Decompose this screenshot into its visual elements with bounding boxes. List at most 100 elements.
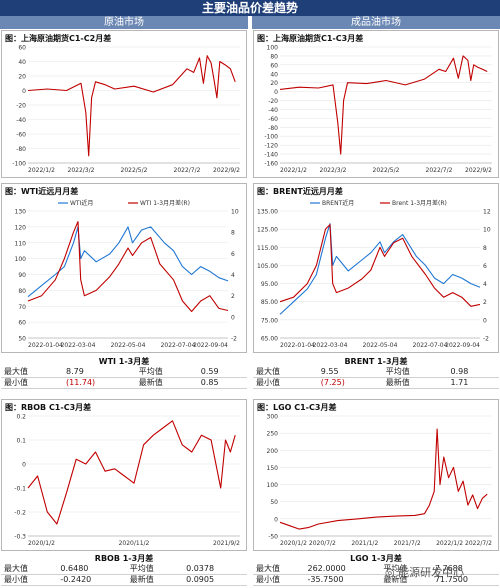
x-tick-label: 2022/7/2 xyxy=(465,540,492,547)
y-tick-label: -20 xyxy=(268,98,278,105)
chart-title: 图：BRENT近远月月差 xyxy=(257,187,343,196)
y2-tick-label: 10 xyxy=(231,209,239,216)
stats-block-wti: WTI 1-3月差 最大值 8.79 平均值 0.59 最小值 (11.74) … xyxy=(1,356,247,389)
x-tick-label: 2022/7/2 xyxy=(174,167,201,174)
y-tick-label: -40 xyxy=(268,107,278,114)
y-tick-label: -80 xyxy=(16,146,26,153)
page-title: 主要油品价差趋势 xyxy=(0,0,500,16)
y2-tick-label: 6 xyxy=(231,251,235,258)
latest-value: 71.7500 xyxy=(434,575,468,584)
y-tick-label: -120 xyxy=(264,143,278,150)
y2-tick-label: 10 xyxy=(483,227,491,234)
y2-tick-label: 8 xyxy=(483,245,487,252)
avg-label: 平均值 xyxy=(138,367,163,376)
min-value: (11.74) xyxy=(66,378,96,387)
x-tick-label: 2022/7/2 xyxy=(426,167,453,174)
x-tick-label: 2022/1/2 xyxy=(436,540,463,547)
chart-title: 图：WTI近远月月差 xyxy=(5,187,79,196)
legend-label: WTI近月 xyxy=(70,199,93,207)
y-tick-label: 0 xyxy=(22,462,26,469)
y-tick-label: 60 xyxy=(18,45,26,52)
chart-panel-lgo: 图：LGO C1-C3月差 300 250 200 150 100 50 0 -50 2020/… xyxy=(253,399,499,551)
max-value: 262.0000 xyxy=(307,564,346,573)
y-tick-label: 120 xyxy=(15,224,27,231)
stats-block-brent: BRENT 1-3月差 最大值 9.55 平均值 0.98 最小值 (7.25)… xyxy=(253,356,499,389)
latest-label: 最新值 xyxy=(383,575,408,584)
y-tick-label: 50 xyxy=(18,336,26,343)
chart-panel-sc-c1c2: 图：上海原油期货C1-C2月差 60 40 20 0 -20 -40 -60 -80 -100 2… xyxy=(1,30,247,178)
series-line xyxy=(279,428,488,530)
chart-panel-brent: 图：BRENT近远月月差 135.00 125.00 115.00 105.00 95.… xyxy=(253,183,499,353)
x-tick-label: 2022-05-04 xyxy=(111,342,146,349)
stats-title: BRENT 1-3月差 xyxy=(344,357,408,366)
y2-tick-label: 4 xyxy=(483,281,487,288)
max-label: 最大值 xyxy=(256,564,280,573)
y-tick-label: 100 xyxy=(267,45,279,52)
stats-title: RBOB 1-3月差 xyxy=(94,554,154,563)
x-tick-label: 2022/1/2 xyxy=(28,167,55,174)
y-tick-label: 70 xyxy=(18,304,26,311)
avg-label: 平均值 xyxy=(385,367,410,376)
y-tick-label: 125.00 xyxy=(257,227,278,234)
y-tick-label: -100 xyxy=(264,134,278,141)
max-label: 最大值 xyxy=(4,564,28,573)
chart-svg: 135.00 125.00 115.00 105.00 95.00 85.00 75.00 6… xyxy=(257,199,491,349)
x-tick-label: 2020/7/2 xyxy=(309,540,336,547)
min-label: 最小值 xyxy=(4,575,28,584)
y-tick-label: 105.00 xyxy=(257,263,278,270)
x-tick-label: 2022-01-04 xyxy=(28,342,63,349)
series-line xyxy=(27,221,229,313)
x-tick-label: 2021/7/2 xyxy=(394,540,421,547)
x-tick-label: 2022/5/2 xyxy=(121,167,148,174)
y-tick-label: -40 xyxy=(16,117,26,124)
y2-tick-label: -2 xyxy=(231,336,237,343)
legend-label: Brent 1-3月月差(R) xyxy=(392,199,447,207)
x-tick-label: 2022-07-04 xyxy=(413,342,448,349)
series-line xyxy=(27,226,229,298)
stats-table: 最大值 9.55 平均值 0.98 最小值 (7.25) 最新值 1.71 xyxy=(253,367,499,389)
avg-label: 平均值 xyxy=(129,564,154,573)
x-tick-label: 2022/9/2 xyxy=(465,167,492,174)
avg-label: 平均值 xyxy=(383,564,408,573)
x-tick-label: 2022-03-04 xyxy=(61,342,96,349)
min-label: 最小值 xyxy=(256,575,280,584)
y-tick-label: -50 xyxy=(268,534,278,541)
y-tick-label: 0.2 xyxy=(16,414,26,421)
x-tick-label: 2022-09-04 xyxy=(445,342,480,349)
y-tick-label: 80 xyxy=(18,288,26,295)
y-tick-label: 0 xyxy=(274,516,278,523)
max-value: 8.79 xyxy=(66,367,84,376)
avg-value: 0.0378 xyxy=(186,564,215,573)
stats-table: 最大值 8.79 平均值 0.59 最小值 (11.74) 最新值 0.85 xyxy=(1,367,247,389)
avg-value: 7.7688 xyxy=(434,564,463,573)
chart-panel-wti: 图：WTI近远月月差 130 120 110 100 90 80 70 60 50 10 8 6 4 2 0… xyxy=(1,183,247,353)
y2-tick-label: 0 xyxy=(483,317,487,324)
y2-tick-label: 4 xyxy=(231,272,235,279)
y-tick-label: 50 xyxy=(270,499,278,506)
y-tick-label: -0.1 xyxy=(14,486,26,493)
x-tick-label: 2022-05-04 xyxy=(363,342,398,349)
series-line xyxy=(279,55,488,155)
y-tick-label: 100 xyxy=(15,256,27,263)
x-tick-label: 2022/3/2 xyxy=(320,167,347,174)
chart-title: 图：LGO C1-C3月差 xyxy=(257,403,337,412)
min-value: (7.25) xyxy=(320,378,345,387)
y-tick-label: 100 xyxy=(267,482,279,489)
series-line xyxy=(279,223,481,315)
x-tick-label: 2020/1/2 xyxy=(280,540,307,547)
y-tick-label: 65.00 xyxy=(261,336,278,343)
x-tick-label: 2022-03-04 xyxy=(313,342,348,349)
y-tick-label: -80 xyxy=(268,125,278,132)
x-tick-label: 2022/5/2 xyxy=(373,167,400,174)
chart-title: 图：上海原油期货C1-C3月差 xyxy=(257,34,364,43)
avg-value: 0.98 xyxy=(450,367,469,376)
y-tick-label: -0.3 xyxy=(14,534,26,541)
max-label: 最大值 xyxy=(4,367,28,376)
y-tick-label: 40 xyxy=(270,71,278,78)
y-tick-label: -60 xyxy=(16,132,26,139)
y-tick-label: -0.2 xyxy=(14,510,26,517)
x-tick-label: 2020/1/2 xyxy=(28,540,55,547)
y2-tick-label: 0 xyxy=(231,314,235,321)
